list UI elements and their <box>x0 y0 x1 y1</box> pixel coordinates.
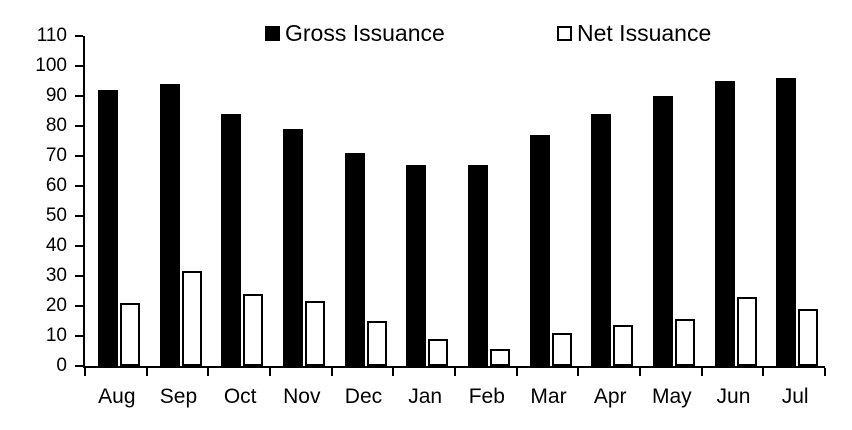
y-axis-tick-60 <box>75 185 83 187</box>
x-axis-tick-6 <box>454 368 456 376</box>
gross-issuance-bar-nov <box>283 129 303 366</box>
net-issuance-bar-oct <box>243 294 264 366</box>
x-axis-label-feb: Feb <box>468 385 505 408</box>
y-axis-tick-40 <box>75 245 83 247</box>
y-axis-label-40: 40 <box>45 235 67 256</box>
net-issuance-bar-feb <box>490 349 510 366</box>
y-axis-label-30: 30 <box>45 265 67 286</box>
y-axis-tick-110 <box>75 35 83 37</box>
gross-issuance-bar-feb <box>468 165 488 366</box>
net-issuance-bar-mar <box>551 333 572 366</box>
y-axis-tick-30 <box>75 275 83 277</box>
x-axis-tick-9 <box>639 368 641 376</box>
net-issuance-bar-jun <box>736 297 757 366</box>
y-axis-label-100: 100 <box>35 55 67 76</box>
x-axis-tick-11 <box>762 368 765 376</box>
x-axis-tick-3 <box>269 368 271 376</box>
x-axis-label-dec: Dec <box>344 385 383 408</box>
y-axis-tick-10 <box>75 335 83 337</box>
y-axis-label-70: 70 <box>45 145 67 166</box>
x-axis-label-may: May <box>651 385 692 408</box>
net-issuance-bar-apr <box>613 325 634 366</box>
x-axis-tick-12 <box>824 368 826 376</box>
y-axis-tick-50 <box>75 215 83 217</box>
net-issuance-bar-nov <box>305 301 325 366</box>
y-axis-tick-0 <box>75 365 83 367</box>
gross-issuance-bar-oct <box>221 114 242 366</box>
gross-issuance-bar-jun <box>714 81 735 366</box>
gross-issuance-swatch-icon <box>265 25 280 41</box>
x-axis-tick-1 <box>145 368 148 376</box>
x-axis-tick-7 <box>515 368 518 376</box>
y-axis-label-110: 110 <box>36 25 67 46</box>
net-issuance-bar-sep <box>181 271 202 366</box>
legend-label-net-issuance: Net Issuance <box>577 20 712 46</box>
gross-issuance-bar-sep <box>159 84 180 366</box>
y-axis-label-50: 50 <box>45 205 67 226</box>
gross-issuance-bar-jan <box>406 165 427 366</box>
y-axis-tick-100 <box>75 65 83 67</box>
gross-issuance-bar-aug <box>98 90 118 366</box>
legend-item-net-issuance: Net Issuance <box>557 20 711 46</box>
x-axis-tick-5 <box>392 368 395 376</box>
x-axis-label-apr: Apr <box>593 385 627 408</box>
net-issuance-bar-aug <box>120 303 140 366</box>
y-axis-label-0: 0 <box>56 355 67 376</box>
x-axis-label-nov: Nov <box>283 385 321 408</box>
x-axis-label-jul: Jul <box>781 385 809 408</box>
x-axis-tick-4 <box>330 368 333 376</box>
net-issuance-bar-may <box>675 319 695 366</box>
gross-issuance-bar-apr <box>591 114 612 366</box>
gross-issuance-bar-dec <box>344 153 365 366</box>
legend-label-gross-issuance: Gross Issuance <box>285 20 445 46</box>
y-axis-label-80: 80 <box>45 115 67 136</box>
x-axis-label-jan: Jan <box>408 385 443 408</box>
x-axis-label-oct: Oct <box>223 385 257 408</box>
y-axis-tick-90 <box>75 95 83 97</box>
y-axis-tick-20 <box>75 305 83 307</box>
x-axis-label-aug: Aug <box>98 385 136 408</box>
x-axis-tick-0 <box>84 368 86 376</box>
x-axis-label-jun: Jun <box>716 385 751 408</box>
x-axis-label-sep: Sep <box>159 385 198 408</box>
x-axis-tick-10 <box>700 368 703 376</box>
y-axis-label-60: 60 <box>45 175 67 196</box>
y-axis-label-90: 90 <box>45 85 67 106</box>
net-issuance-bar-dec <box>366 321 387 366</box>
net-issuance-swatch-icon <box>557 25 572 41</box>
y-axis-tick-70 <box>75 155 83 157</box>
plot-area <box>75 35 826 376</box>
y-axis-label-10: 10 <box>45 325 67 346</box>
net-issuance-bar-jul <box>798 309 819 366</box>
x-axis-tick-8 <box>577 368 580 376</box>
gross-issuance-bar-jul <box>776 78 797 366</box>
x-axis-label-mar: Mar <box>530 385 567 408</box>
y-axis-label-20: 20 <box>45 295 67 316</box>
net-issuance-bar-jan <box>428 339 449 366</box>
legend-item-gross-issuance: Gross Issuance <box>265 20 445 46</box>
gross-issuance-bar-mar <box>529 135 550 366</box>
x-axis-tick-2 <box>207 368 210 376</box>
gross-issuance-bar-may <box>653 96 673 366</box>
y-axis-tick-80 <box>75 125 83 127</box>
